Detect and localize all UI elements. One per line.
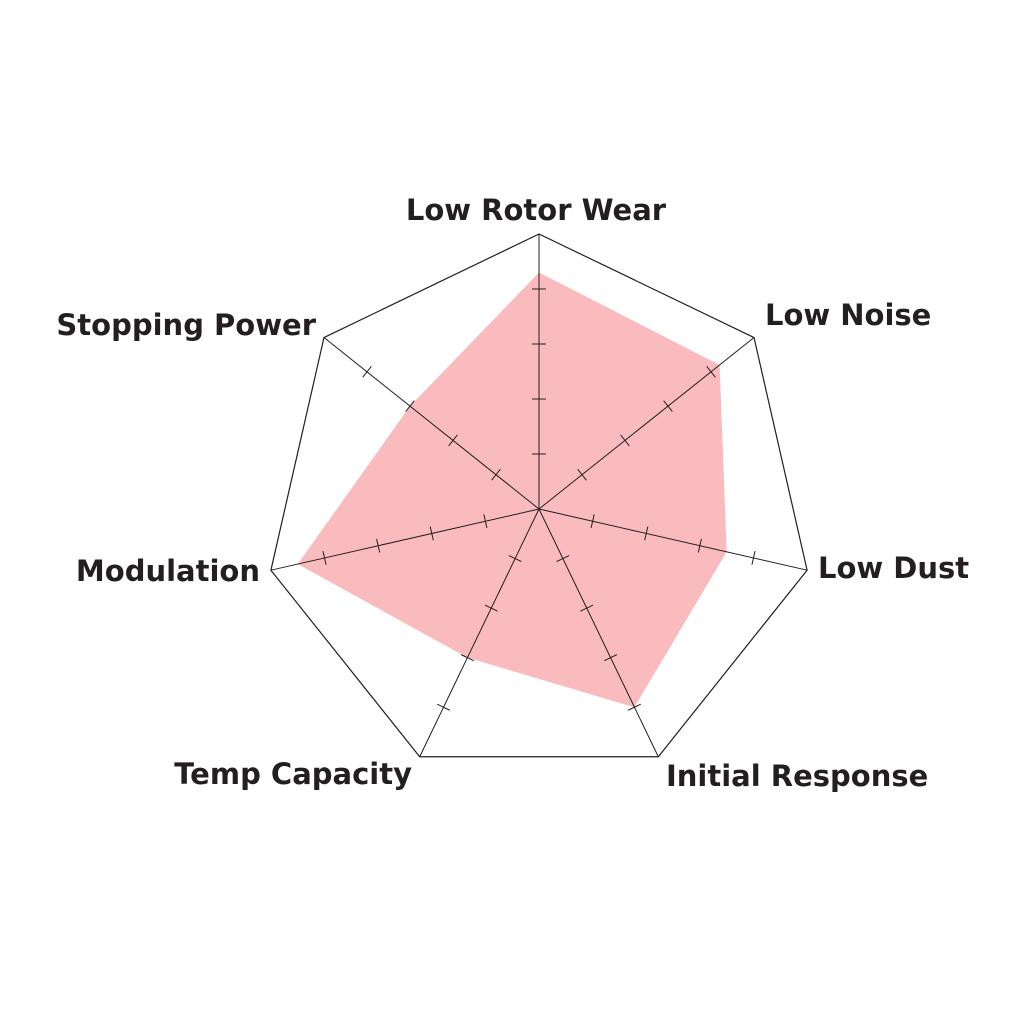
axis-tick bbox=[706, 366, 716, 378]
axis-tick bbox=[604, 654, 618, 662]
axis-tick bbox=[483, 514, 488, 529]
axis-tick bbox=[460, 654, 474, 662]
axis-tick bbox=[627, 703, 641, 711]
axis-spoke bbox=[323, 337, 540, 510]
grid-outline bbox=[270, 233, 808, 758]
axis-spoke bbox=[538, 508, 659, 757]
axis-tick bbox=[580, 604, 594, 612]
axis-tick bbox=[322, 551, 327, 565]
axis-label: Low Noise bbox=[765, 298, 931, 332]
axis-spoke bbox=[538, 337, 755, 510]
axis-label: Stopping Power bbox=[56, 308, 316, 342]
axis-label: Low Dust bbox=[818, 551, 969, 585]
axis-tick bbox=[663, 400, 673, 412]
axis-tick bbox=[620, 434, 630, 447]
axis-tick bbox=[429, 526, 434, 541]
axis-label: Low Rotor Wear bbox=[406, 193, 667, 227]
axis-label: Temp Capacity bbox=[174, 757, 412, 791]
axis-tick bbox=[376, 538, 381, 553]
axis-tick bbox=[484, 604, 498, 612]
axis-spoke bbox=[270, 508, 540, 571]
axis-tick bbox=[556, 555, 570, 563]
axis-tick bbox=[590, 514, 595, 529]
series-area bbox=[297, 272, 727, 708]
axis-tick bbox=[508, 555, 522, 563]
axis-tick bbox=[491, 468, 501, 481]
axis-tick bbox=[448, 434, 458, 447]
axis-tick bbox=[437, 703, 451, 711]
axis-spoke bbox=[538, 508, 808, 571]
axis-label: Modulation bbox=[76, 554, 260, 588]
axis-tick bbox=[577, 468, 587, 481]
axis-tick bbox=[405, 400, 415, 412]
axis-tick bbox=[362, 366, 372, 378]
axis-spoke bbox=[419, 508, 540, 757]
axis-tick bbox=[697, 538, 702, 553]
axis-label: Initial Response bbox=[666, 759, 928, 793]
axis-tick bbox=[751, 551, 756, 565]
axis-tick bbox=[644, 526, 649, 541]
